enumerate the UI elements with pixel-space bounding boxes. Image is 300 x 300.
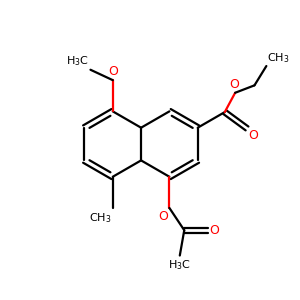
Text: O: O — [209, 224, 219, 237]
Text: O: O — [108, 65, 118, 78]
Text: H$_3$C: H$_3$C — [168, 258, 191, 272]
Text: CH$_3$: CH$_3$ — [267, 51, 290, 65]
Text: H$_3$C: H$_3$C — [66, 55, 89, 68]
Text: O: O — [248, 129, 258, 142]
Text: O: O — [158, 210, 168, 223]
Text: CH$_3$: CH$_3$ — [89, 211, 111, 225]
Text: O: O — [230, 78, 239, 91]
